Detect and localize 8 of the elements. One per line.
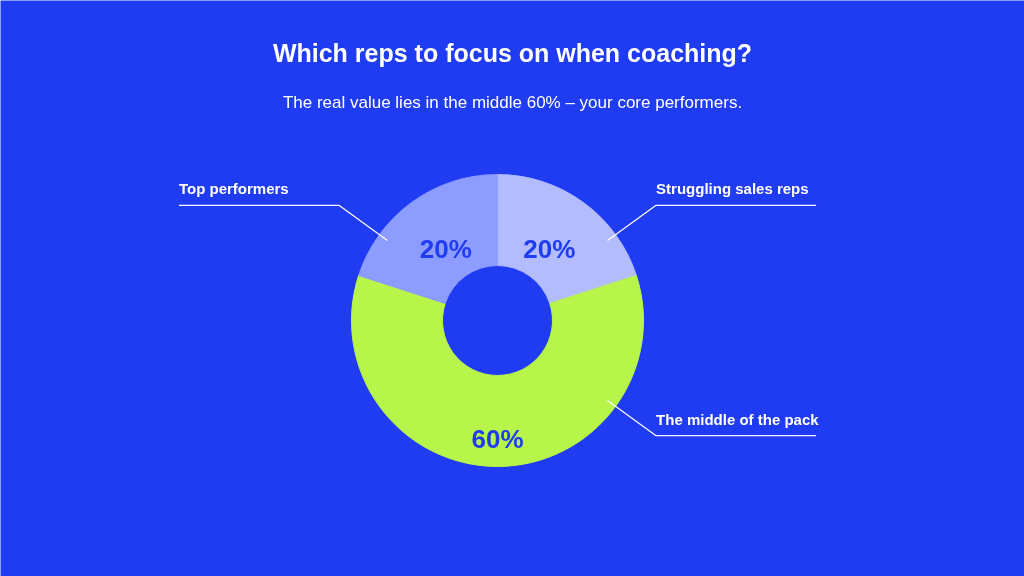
chart-title: Which reps to focus on when coaching? [272,38,753,67]
slice-label: Top performers [178,180,289,198]
chart-subtitle: The real value lies in the middle 60% – your core performers. [282,93,743,112]
data-label: 20% [419,234,472,265]
slice-label: The middle of the pack [656,410,820,428]
data-label: 60% [471,423,524,454]
data-label: 20% [523,234,576,265]
slice-label: Struggling sales reps [656,180,809,198]
